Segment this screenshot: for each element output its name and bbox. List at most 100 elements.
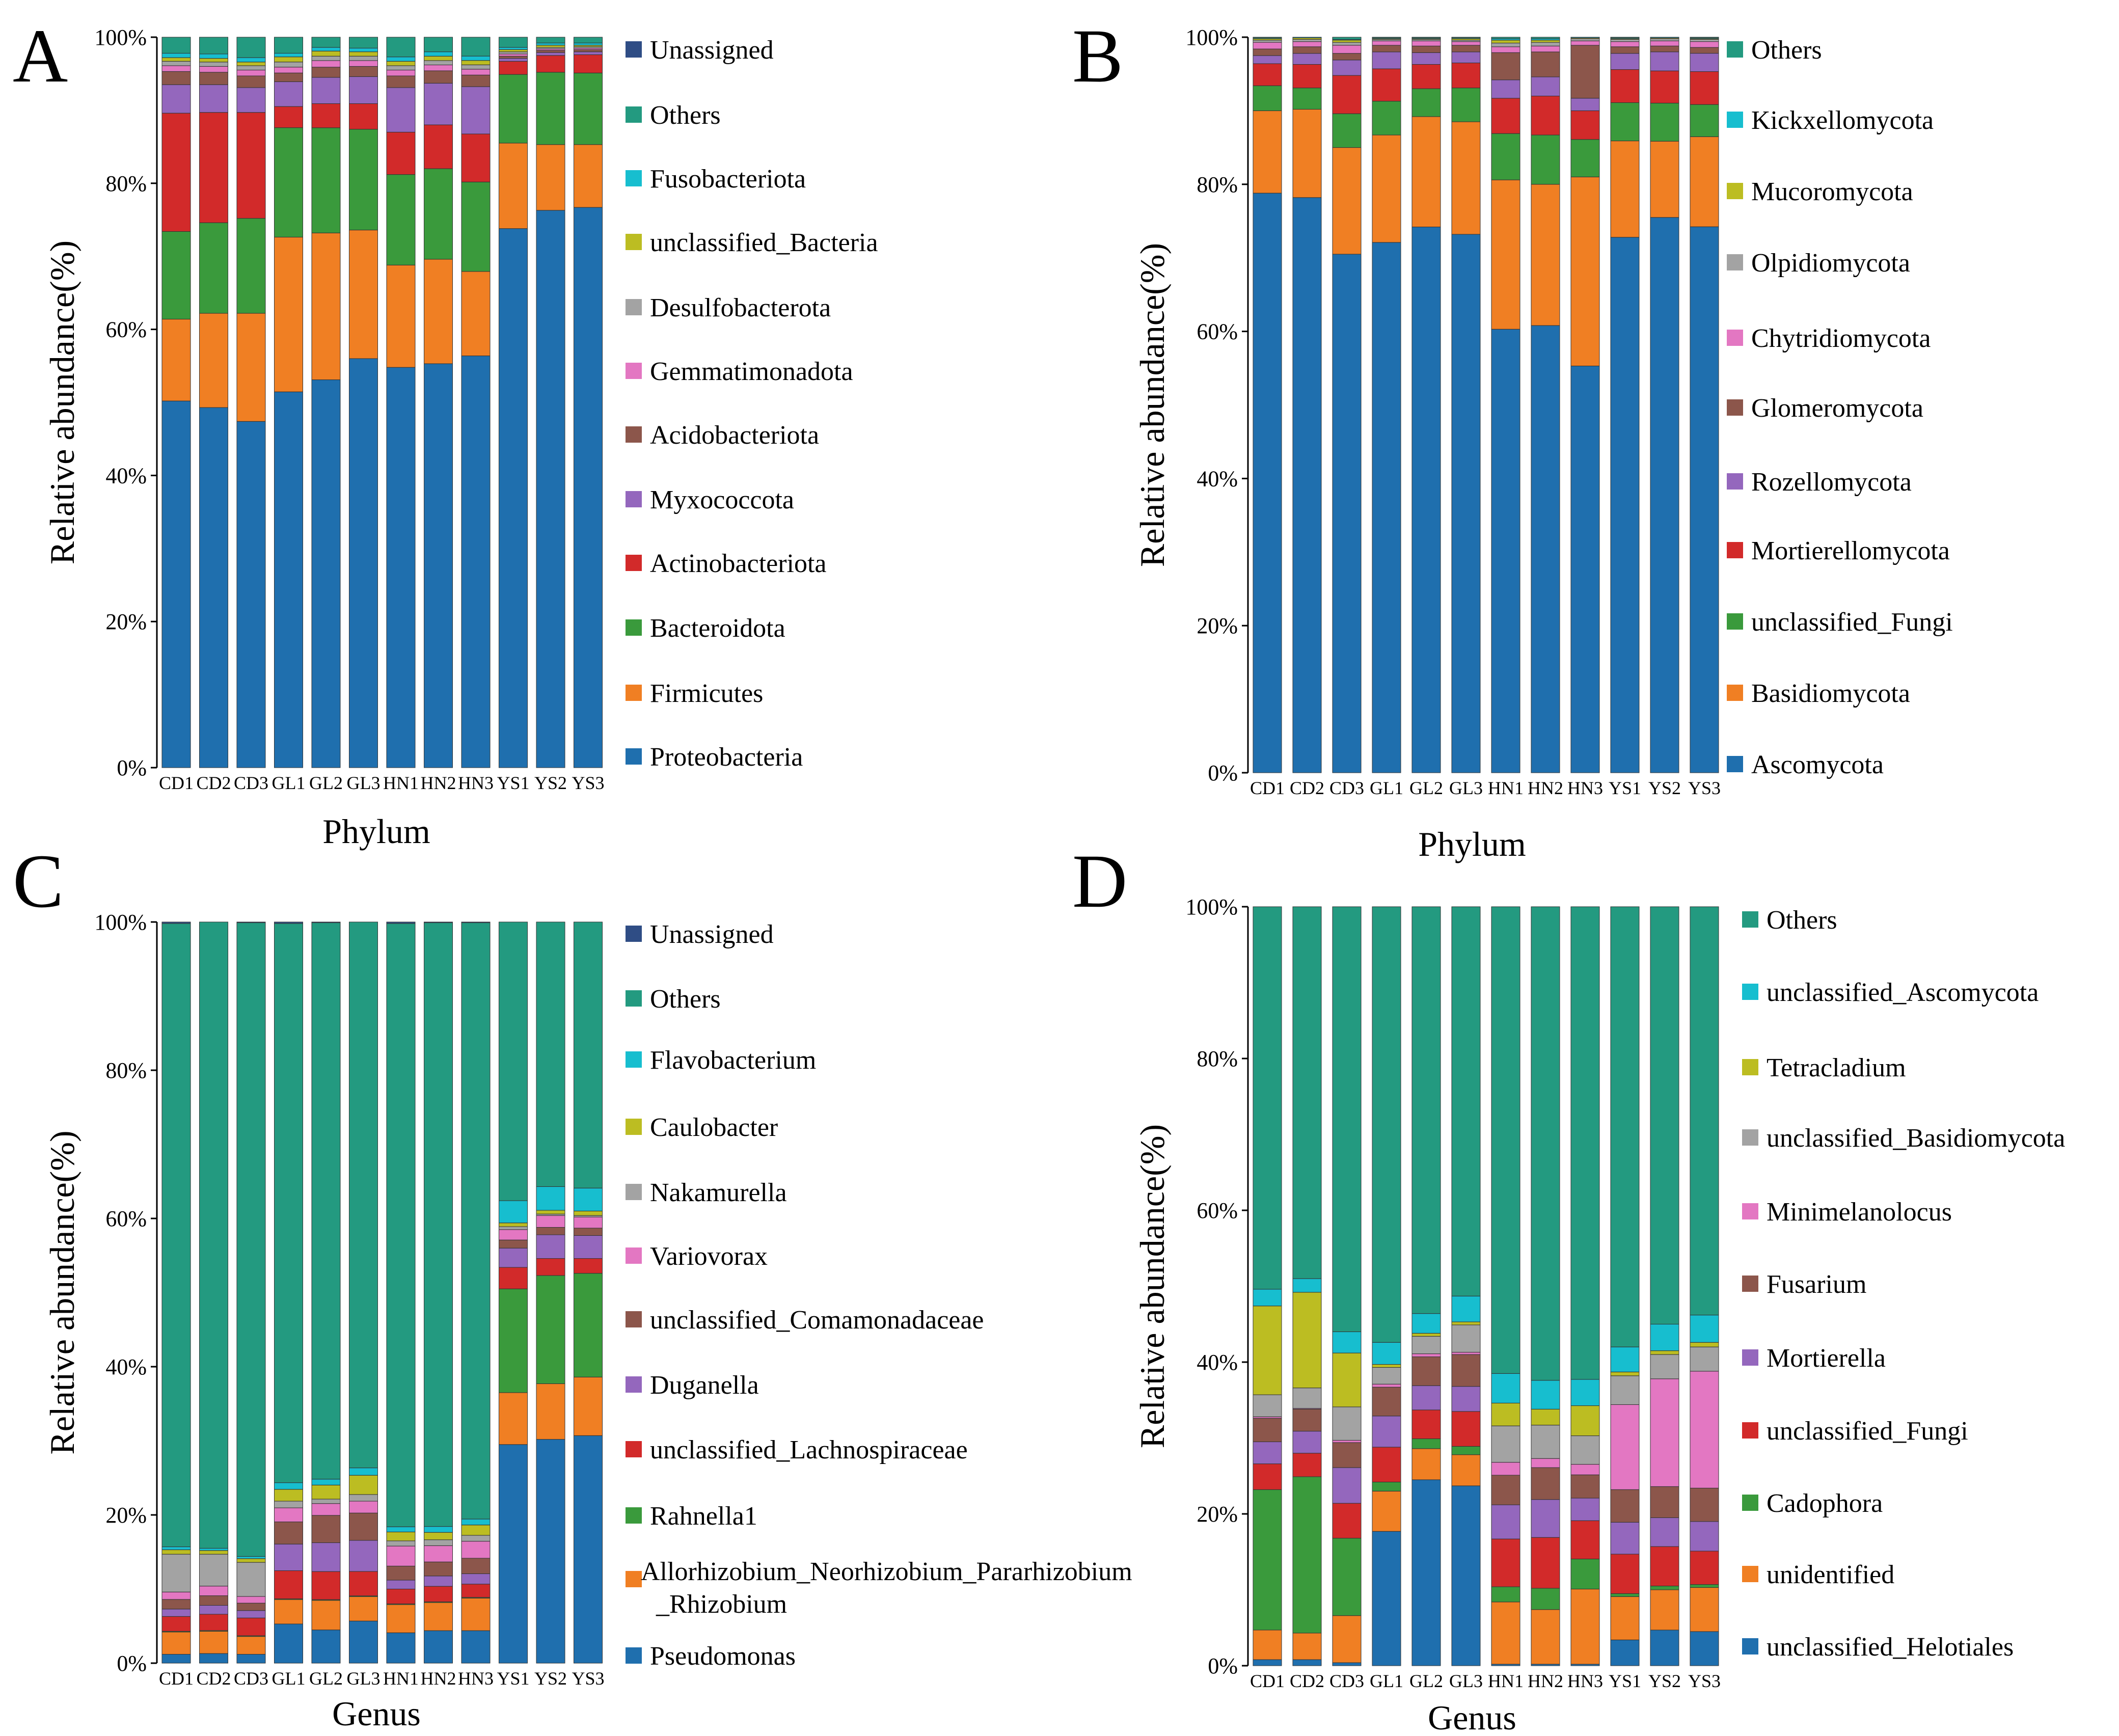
bar-segment: [274, 1501, 303, 1508]
bar-segment: [274, 923, 303, 1483]
bar-segment: [1570, 40, 1600, 46]
bar-segment: [311, 922, 341, 1480]
bar-segment: [1451, 1411, 1481, 1447]
bar-segment: [1610, 1489, 1640, 1523]
bar-segment: [1372, 40, 1401, 46]
bar-segment: [161, 1549, 191, 1555]
bar-segment: [424, 1576, 453, 1587]
bar-segment: [311, 921, 341, 923]
bar-segment: [274, 1522, 303, 1544]
bar-segment: [236, 70, 266, 76]
bar-segment: [349, 1620, 378, 1664]
bar-segment: [1372, 45, 1401, 52]
bar-segment: [199, 921, 228, 1549]
legend-swatch: [1742, 1349, 1758, 1366]
bar-segment: [1570, 98, 1600, 111]
bar-segment: [536, 1383, 565, 1440]
bar-segment: [1292, 1453, 1322, 1477]
bar-segment: [1610, 906, 1640, 1347]
bar-segment: [1491, 37, 1520, 39]
y-axis-label: Relative abundance(%): [1133, 1124, 1172, 1448]
legend-swatch: [1727, 473, 1743, 490]
bar-segment: [1292, 1633, 1322, 1660]
bar-segment: [1690, 41, 1719, 48]
bar-segment: [236, 1610, 266, 1618]
bar-segment: [349, 1571, 378, 1596]
legend-label: Allorhizobium_Neorhizobium_Pararhizobium: [641, 1557, 1132, 1586]
y-tick-label: 80%: [1197, 172, 1238, 197]
bar-segment: [461, 1535, 491, 1542]
y-tick-label: 60%: [105, 317, 147, 342]
chart-panel-a: A 0% 20% 40% 60% 80% 100% Relative abundance(%)…: [13, 14, 878, 851]
bar-segment: [311, 47, 341, 51]
bar-segment: [1332, 1662, 1362, 1666]
bar-segment: [1451, 1485, 1481, 1666]
bar-segment: [1411, 1448, 1441, 1480]
bar-segment: [1451, 37, 1481, 38]
x-tick-label: HN3: [1567, 778, 1603, 798]
bar-segment: [274, 72, 303, 82]
bar-segment: [1570, 38, 1600, 41]
bar-segment: [199, 72, 228, 85]
legend-swatch: [1742, 1566, 1758, 1582]
bar-segment: [499, 1229, 528, 1240]
y-tick-label: 40%: [105, 1354, 147, 1379]
bar-segment: [311, 127, 341, 233]
bar-segment: [461, 86, 491, 134]
bar-segment: [311, 1479, 341, 1485]
bar-segment: [499, 1267, 528, 1289]
x-tick-label: CD3: [1329, 778, 1364, 798]
bar-segment: [1531, 1588, 1560, 1610]
bar-segment: [461, 356, 491, 768]
bar-segment: [311, 60, 341, 68]
legend-label: Fusarium: [1767, 1270, 1866, 1299]
bar-segment: [199, 313, 228, 408]
legend-label: Rozellomycota: [1751, 468, 1912, 497]
x-tick-label: YS1: [1609, 778, 1641, 798]
bar-segment: [274, 57, 303, 63]
bar-segment: [349, 51, 378, 57]
bar-segment: [1690, 1342, 1719, 1347]
legend-label: Desulfobacterota: [650, 293, 831, 322]
bar-segment: [1610, 1375, 1640, 1405]
bar-segment: [274, 127, 303, 238]
bar-segment: [386, 87, 416, 132]
bar-segment: [386, 174, 416, 265]
legend-swatch: [1742, 1059, 1758, 1075]
bar-segment: [274, 1482, 303, 1490]
bar-segment: [1690, 1346, 1719, 1372]
legend-swatch: [1742, 1129, 1758, 1146]
bar-segment: [161, 1547, 191, 1550]
bar-segment: [536, 42, 565, 46]
bar-segment: [386, 70, 416, 76]
legend-label: Others: [650, 101, 721, 130]
bar-segment: [311, 1515, 341, 1543]
bar-segment: [499, 1444, 528, 1664]
x-tick-label: CD3: [234, 1668, 268, 1689]
x-tick-label: YS2: [534, 773, 567, 793]
x-tick-label: HN3: [1567, 1671, 1603, 1691]
y-tick-label: 0%: [1208, 1653, 1238, 1678]
bar-segment: [236, 1562, 266, 1597]
y-tick-label: 100%: [94, 910, 147, 935]
bar-segment: [1411, 64, 1441, 89]
bar-segment: [424, 70, 453, 84]
bar-segment: [1411, 1336, 1441, 1354]
legend-swatch: [1727, 613, 1743, 630]
bar-segment: [1650, 102, 1679, 142]
bar-segment: [1292, 46, 1322, 54]
bar-segment: [1372, 134, 1401, 243]
bar-segment: [311, 77, 341, 104]
bar-segment: [461, 133, 491, 182]
bar-segment: [1372, 101, 1401, 135]
bar-segment: [1411, 1479, 1441, 1666]
bar-segment: [274, 391, 303, 768]
legend-swatch: [626, 1051, 642, 1068]
bar-segment: [1570, 1589, 1600, 1665]
bar-segment: [1650, 906, 1679, 1324]
bar-segment: [1570, 365, 1600, 773]
bar-segment: [236, 922, 266, 1557]
legend-label: Olpidiomycota: [1751, 249, 1910, 278]
y-tick-label: 100%: [1185, 25, 1238, 50]
bar-segment: [236, 421, 266, 768]
